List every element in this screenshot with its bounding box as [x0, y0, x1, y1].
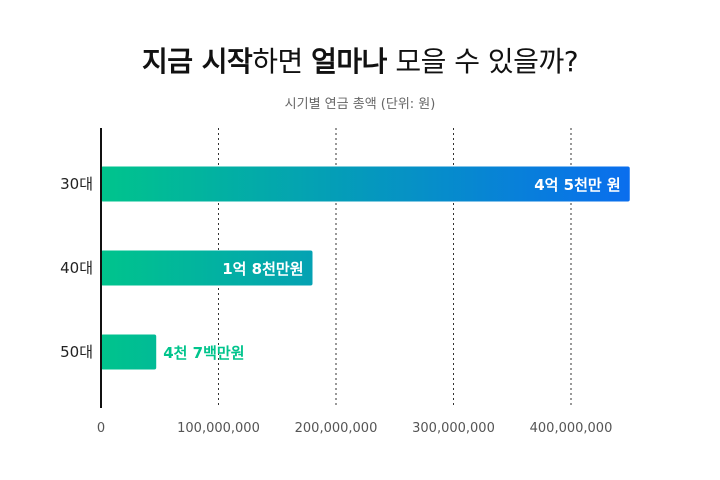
x-tick-label: 400,000,000	[530, 421, 613, 436]
x-tick-label: 0	[97, 421, 105, 436]
chart-subtitle: 시기별 연금 총액 (단위: 원)	[284, 97, 436, 112]
title-part-4: 모을 수 있을까?	[386, 45, 579, 78]
bar	[101, 334, 157, 370]
x-tick-label: 300,000,000	[412, 421, 495, 436]
x-tick-label: 200,000,000	[295, 421, 378, 436]
bar	[101, 250, 313, 286]
title-part-2: 하면	[252, 45, 312, 78]
title-part-3: 얼마나	[311, 45, 387, 78]
x-tick-label: 100,000,000	[177, 421, 260, 436]
data-label: 4천 7백만원	[163, 344, 244, 362]
category-label: 40대	[60, 259, 93, 277]
labels: 0 100,000,000 200,000,000 300,000,000 400,00…	[60, 175, 621, 436]
bars	[101, 166, 630, 370]
category-label: 50대	[60, 343, 93, 361]
data-label: 4억 5천만 원	[534, 176, 621, 194]
data-label: 1억 8천만원	[222, 260, 303, 278]
category-label: 30대	[60, 175, 93, 193]
bar	[101, 166, 630, 202]
chart-title: 지금 시작하면 얼마나 모을 수 있을까?	[0, 40, 720, 80]
title-part-1: 지금 시작	[141, 45, 253, 78]
